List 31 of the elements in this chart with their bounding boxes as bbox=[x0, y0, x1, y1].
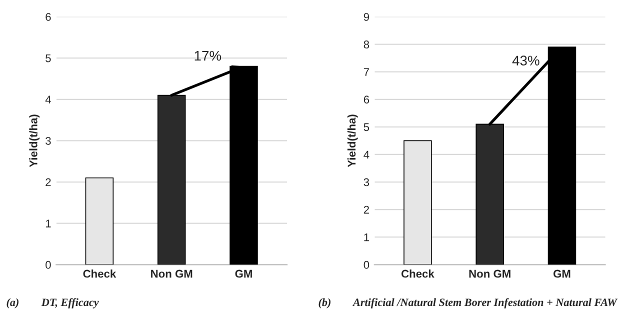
y-tick-label: 4 bbox=[45, 96, 51, 104]
bar bbox=[404, 140, 432, 265]
y-tick-label: 9 bbox=[364, 13, 370, 21]
text: (a) DT, Efficacy bbox=[6, 298, 99, 308]
bar bbox=[85, 177, 114, 265]
y-tick-label: 6 bbox=[46, 13, 51, 21]
y-tick-label: 2 bbox=[46, 178, 51, 186]
y-tick-label: 5 bbox=[46, 54, 51, 62]
x-tick-label: Check bbox=[401, 270, 434, 278]
y-tick-label: 4 bbox=[364, 150, 370, 158]
x-tick-label: GM bbox=[235, 270, 252, 278]
y-tick-label: 8 bbox=[364, 40, 370, 48]
y-axis-title: Yield(t/ha) bbox=[347, 114, 358, 168]
y-axis-title: Yield(t/ha) bbox=[29, 114, 40, 168]
y-tick-label: 3 bbox=[46, 136, 51, 145]
y-tick-label: 1 bbox=[46, 220, 51, 228]
annotation: 43% bbox=[512, 56, 540, 66]
y-tick-label: 2 bbox=[364, 206, 369, 214]
y-tick-label: 6 bbox=[364, 96, 370, 104]
x-tick-label: GM bbox=[554, 270, 570, 278]
y-tick-label: 7 bbox=[364, 68, 369, 76]
x-tick-label: Non GM bbox=[469, 270, 510, 278]
y-tick-label: 1 bbox=[364, 233, 369, 242]
x-tick-label: Non GM bbox=[151, 270, 192, 278]
y-tick-label: 3 bbox=[364, 178, 370, 186]
y-tick-label: 0 bbox=[46, 260, 51, 269]
y-tick-label: 5 bbox=[364, 123, 370, 132]
text: (b) Artificial /Natural Stem Borer Infestation + Natural FAW bbox=[318, 298, 618, 308]
y-tick-label: 0 bbox=[364, 260, 370, 269]
x-tick-label: Check bbox=[83, 270, 116, 278]
annotation: 17% bbox=[194, 50, 222, 61]
